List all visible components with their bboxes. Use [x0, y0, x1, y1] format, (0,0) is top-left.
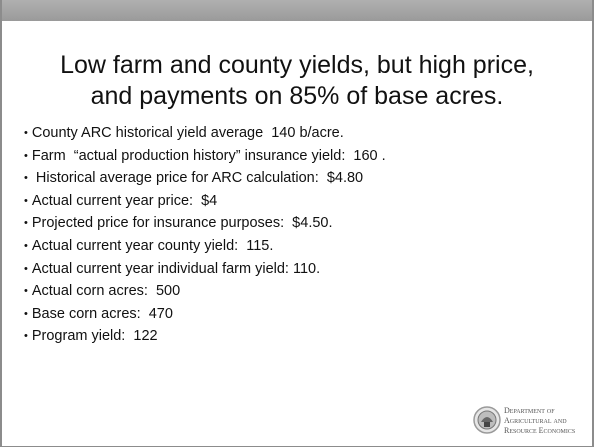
seal-icon	[473, 406, 501, 434]
logo-line: Resource Economics	[504, 426, 576, 435]
title-line: Low farm and county yields, but high pri…	[60, 51, 534, 79]
bullet: County ARC historical yield average 140 …	[24, 122, 386, 145]
bullet: Actual current year county yield: 115.	[24, 235, 386, 258]
logo-line: Agricultural and	[504, 416, 567, 425]
title-line: and payments on 85% of base acres.	[90, 82, 504, 110]
bullet: Historical average price for ARC calcula…	[24, 167, 386, 190]
bullet: Projected price for insurance purposes: …	[24, 212, 386, 235]
bullet: Program yield: 122	[24, 325, 386, 348]
bullet: Actual current year individual farm yiel…	[24, 258, 386, 281]
logo-line: Department of	[504, 406, 555, 415]
bullet: Actual corn acres: 500	[24, 280, 386, 303]
slide-title: Low farm and county yields, but high pri…	[2, 50, 592, 112]
bullet: Base corn acres: 470	[24, 303, 386, 326]
logo-text: Department of Agricultural and Resource …	[504, 406, 575, 436]
top-bar	[2, 0, 592, 21]
logo: Department of Agricultural and Resource …	[472, 402, 592, 442]
bullet: Farm “actual production history” insuran…	[24, 145, 386, 168]
bullet-list: County ARC historical yield average 140 …	[24, 122, 386, 348]
bullet: Actual current year price: $4	[24, 190, 386, 213]
